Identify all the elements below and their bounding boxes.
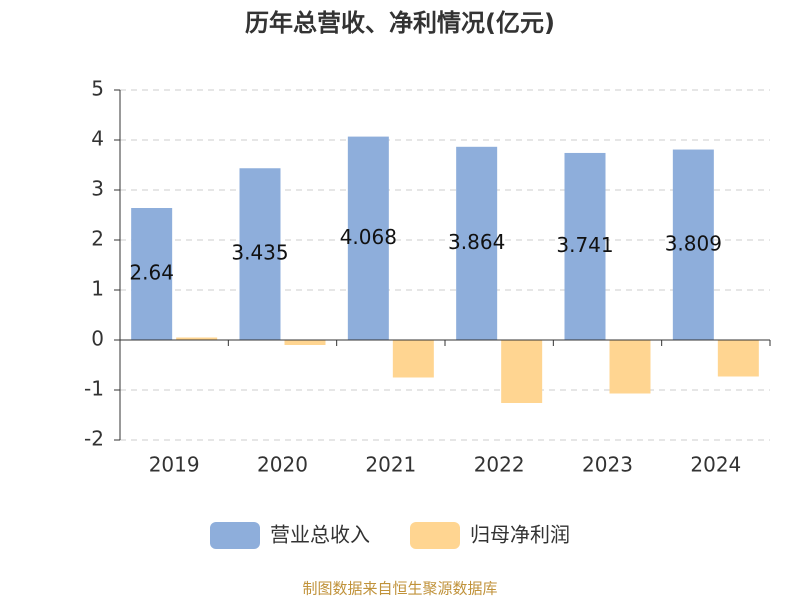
y-tick-label: 2	[91, 227, 104, 251]
y-tick-label: 0	[91, 327, 104, 351]
y-tick-label: 4	[91, 127, 104, 151]
y-tick-label: -2	[84, 427, 104, 451]
value-label: 3.809	[665, 231, 722, 255]
y-tick-label: -1	[84, 377, 104, 401]
value-label: 3.741	[556, 233, 613, 257]
value-label: 3.435	[231, 241, 288, 265]
y-tick-label: 1	[91, 277, 104, 301]
value-label: 2.64	[129, 261, 174, 285]
bar	[456, 146, 498, 340]
bar	[347, 136, 389, 340]
bar	[239, 168, 281, 340]
bar	[392, 340, 434, 378]
x-tick-label: 2023	[582, 453, 633, 477]
legend-label: 归母净利润	[470, 523, 570, 547]
bar	[131, 208, 173, 340]
value-label: 3.864	[448, 230, 505, 254]
x-tick-label: 2021	[365, 453, 416, 477]
bar	[284, 340, 326, 345]
legend-label: 营业总收入	[270, 523, 370, 547]
x-tick-label: 2019	[149, 453, 200, 477]
bar	[672, 149, 714, 340]
x-tick-label: 2022	[474, 453, 525, 477]
legend-swatch	[410, 522, 460, 549]
bar	[176, 337, 218, 340]
bar	[564, 152, 606, 340]
y-tick-label: 3	[91, 177, 104, 201]
bar	[717, 340, 759, 377]
source-note: 制图数据来自恒生聚源数据库	[302, 580, 497, 598]
x-tick-label: 2024	[690, 453, 741, 477]
chart-title: 历年总营收、净利情况(亿元)	[245, 9, 555, 37]
x-tick-label: 2020	[257, 453, 308, 477]
bar	[501, 340, 543, 403]
legend-swatch	[210, 522, 260, 549]
bar	[609, 340, 651, 394]
y-tick-label: 5	[91, 77, 104, 101]
value-label: 4.068	[340, 225, 397, 249]
